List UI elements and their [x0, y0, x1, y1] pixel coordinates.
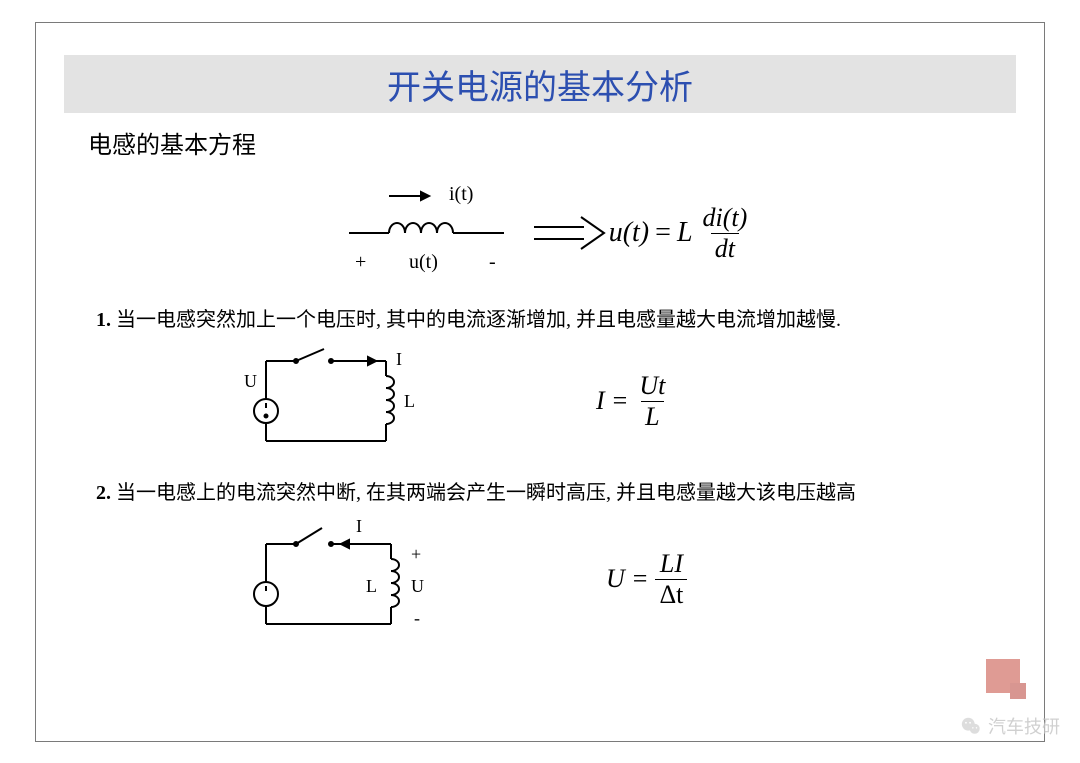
circuit1-L: L: [404, 391, 415, 411]
fraction: di(t) dt: [699, 205, 752, 262]
slide-frame: 开关电源的基本分析 电感的基本方程 i(t) + u(t) -: [35, 22, 1045, 742]
item2-row: I L + U - U = LI Δt: [36, 514, 1044, 644]
eq2-num: LI: [656, 551, 687, 579]
eq-coef: L: [677, 217, 693, 249]
item1-paragraph: 1. 当一电感突然加上一个电压时, 其中的电流逐渐增加, 并且电感量越大电流增加…: [96, 306, 984, 335]
minus-label: -: [489, 251, 496, 273]
frac-den: dt: [711, 233, 739, 262]
circuit1-I: I: [396, 349, 402, 369]
item2-num: 2.: [96, 482, 111, 504]
circuit2-L: L: [366, 576, 377, 596]
eq1-num: Ut: [635, 373, 669, 401]
corner-decoration-icon: [986, 659, 1020, 693]
eq1-lhs: I: [596, 386, 605, 416]
item1-row: U I L I = Ut L: [36, 341, 1044, 461]
main-diagram-row: i(t) + u(t) - u(t) = L di(t) dt: [36, 178, 1044, 288]
item1-equation: I = Ut L: [596, 373, 669, 430]
wechat-icon: [960, 715, 982, 737]
circuit-1-svg: U I L: [236, 341, 426, 461]
inductor-symbol-svg: i(t) + u(t) -: [329, 178, 529, 288]
equals-sign: =: [655, 217, 671, 249]
eq2-frac: LI Δt: [655, 551, 687, 608]
item1-num: 1.: [96, 309, 111, 331]
watermark-text: 汽车技研: [988, 713, 1060, 739]
eq2-equals: =: [633, 564, 648, 594]
eq1-frac: Ut L: [635, 373, 669, 430]
plus-label: +: [355, 251, 366, 273]
watermark: 汽车技研: [960, 713, 1060, 739]
frac-num: di(t): [699, 205, 752, 233]
circuit2-I: I: [356, 516, 362, 536]
item1-text: 当一电感突然加上一个电压时, 其中的电流逐渐增加, 并且电感量越大电流增加越慢.: [116, 309, 841, 331]
circuit2-plus: +: [411, 544, 421, 564]
i-of-t-label: i(t): [449, 183, 473, 205]
circuit-2-svg: I L + U -: [236, 514, 436, 644]
circuit2-minus: -: [414, 608, 420, 628]
item2-text: 当一电感上的电流突然中断, 在其两端会产生一瞬时高压, 并且电感量越大该电压越高: [116, 482, 856, 504]
main-equation: u(t) = L di(t) dt: [609, 205, 752, 262]
eq-lhs: u(t): [609, 217, 649, 249]
title-band: 开关电源的基本分析: [64, 55, 1016, 113]
eq1-den: L: [641, 401, 663, 430]
eq2-lhs: U: [606, 564, 625, 594]
eq1-equals: =: [613, 386, 628, 416]
u-of-t-label: u(t): [409, 251, 438, 273]
subtitle: 电感的基本方程: [88, 125, 1044, 160]
slide-title: 开关电源的基本分析: [387, 60, 693, 109]
implies-arrow-icon: [529, 213, 609, 253]
item2-paragraph: 2. 当一电感上的电流突然中断, 在其两端会产生一瞬时高压, 并且电感量越大该电…: [96, 479, 984, 508]
circuit2-U: U: [411, 576, 424, 596]
circuit1-U: U: [244, 371, 257, 391]
item2-equation: U = LI Δt: [606, 551, 687, 608]
eq2-den: Δt: [655, 579, 687, 608]
